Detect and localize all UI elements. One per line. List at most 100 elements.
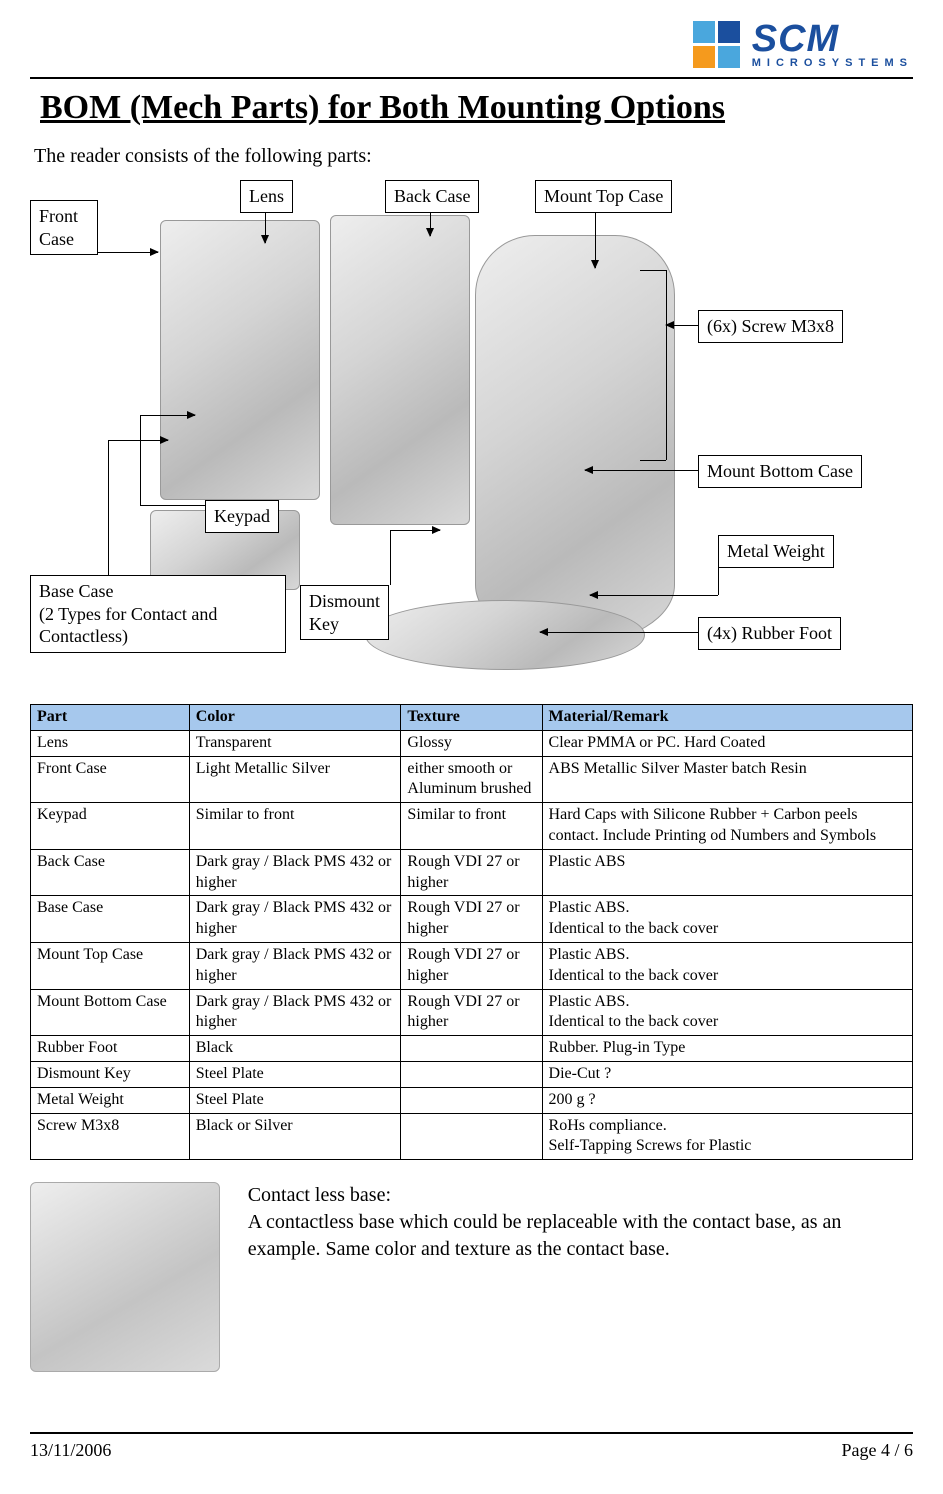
table-cell: Hard Caps with Silicone Rubber + Carbon … [542, 803, 912, 850]
table-cell: Back Case [31, 849, 190, 896]
label-back-case: Back Case [385, 180, 479, 213]
table-cell: Lens [31, 730, 190, 756]
table-cell: Rubber. Plug-in Type [542, 1036, 912, 1062]
contactless-section: Contact less base: A contactless base wh… [30, 1182, 913, 1372]
table-cell: Steel Plate [189, 1087, 401, 1113]
label-base-case: Base Case (2 Types for Contact and Conta… [30, 575, 286, 653]
page-title: BOM (Mech Parts) for Both Mounting Optio… [40, 89, 913, 127]
table-cell: Rubber Foot [31, 1036, 190, 1062]
arrow-icon [265, 208, 266, 243]
label-rubber-foot: (4x) Rubber Foot [698, 617, 841, 650]
table-cell: Light Metallic Silver [189, 756, 401, 803]
table-cell: Black or Silver [189, 1113, 401, 1160]
table-row: Mount Top CaseDark gray / Black PMS 432 … [31, 942, 913, 989]
arrow-icon [585, 470, 698, 471]
logo-text: SCM MICROSYSTEMS [752, 20, 913, 69]
table-cell: Black [189, 1036, 401, 1062]
intro-text: The reader consists of the following par… [34, 145, 913, 168]
table-cell: Clear PMMA or PC. Hard Coated [542, 730, 912, 756]
contactless-text: Contact less base: A contactless base wh… [248, 1182, 913, 1263]
table-cell: ABS Metallic Silver Master batch Resin [542, 756, 912, 803]
footer-page: Page 4 / 6 [842, 1440, 914, 1461]
diagram-part-mount-assembly [475, 235, 675, 645]
label-lens: Lens [240, 180, 293, 213]
table-cell: Transparent [189, 730, 401, 756]
page-header: SCM MICROSYSTEMS [30, 20, 913, 79]
arrow-icon [595, 208, 596, 268]
table-cell: Similar to front [401, 803, 542, 850]
contactless-body: A contactless base which could be replac… [248, 1209, 913, 1263]
arrow-icon [390, 530, 440, 531]
arrow-icon [590, 595, 718, 596]
exploded-view-diagram: Front Case Lens Back Case Mount Top Case… [30, 180, 913, 690]
table-cell: Dark gray / Black PMS 432 or higher [189, 989, 401, 1036]
table-row: Metal WeightSteel Plate200 g ? [31, 1087, 913, 1113]
diagram-part-disc [365, 600, 645, 670]
arrow-icon [540, 632, 698, 633]
table-cell: Rough VDI 27 or higher [401, 896, 542, 943]
contactless-heading: Contact less base: [248, 1182, 913, 1209]
table-row: Base CaseDark gray / Black PMS 432 or hi… [31, 896, 913, 943]
bom-column-header: Part [31, 705, 190, 731]
footer-date: 13/11/2006 [30, 1440, 111, 1461]
table-cell [401, 1036, 542, 1062]
logo: SCM MICROSYSTEMS [693, 20, 913, 69]
label-screws: (6x) Screw M3x8 [698, 310, 843, 343]
arrow-line [108, 440, 109, 575]
table-cell: Steel Plate [189, 1061, 401, 1087]
table-cell: Die-Cut ? [542, 1061, 912, 1087]
bom-table: PartColorTextureMaterial/Remark LensTran… [30, 704, 913, 1160]
bom-column-header: Texture [401, 705, 542, 731]
diagram-part-back-case [330, 215, 470, 525]
table-row: Screw M3x8Black or SilverRoHs compliance… [31, 1113, 913, 1160]
table-cell: Glossy [401, 730, 542, 756]
table-row: KeypadSimilar to frontSimilar to frontHa… [31, 803, 913, 850]
label-metal-weight: Metal Weight [718, 535, 834, 568]
bom-column-header: Color [189, 705, 401, 731]
table-cell: Dark gray / Black PMS 432 or higher [189, 942, 401, 989]
arrow-line [140, 505, 205, 506]
arrow-icon [140, 415, 195, 416]
table-cell: either smooth or Aluminum brushed [401, 756, 542, 803]
table-cell: Metal Weight [31, 1087, 190, 1113]
arrow-icon [108, 440, 168, 441]
label-mount-top-case: Mount Top Case [535, 180, 672, 213]
contactless-base-image [30, 1182, 220, 1372]
table-row: Back CaseDark gray / Black PMS 432 or hi… [31, 849, 913, 896]
table-cell: Screw M3x8 [31, 1113, 190, 1160]
table-row: LensTransparentGlossyClear PMMA or PC. H… [31, 730, 913, 756]
table-cell: Keypad [31, 803, 190, 850]
arrow-line [390, 530, 391, 585]
table-cell [401, 1113, 542, 1160]
logo-square-icon [718, 46, 740, 68]
logo-square-icon [718, 21, 740, 43]
table-cell: Rough VDI 27 or higher [401, 989, 542, 1036]
logo-subname: MICROSYSTEMS [752, 58, 913, 69]
table-cell: Plastic ABS. Identical to the back cover [542, 942, 912, 989]
table-row: Rubber FootBlack Rubber. Plug-in Type [31, 1036, 913, 1062]
table-cell: Front Case [31, 756, 190, 803]
table-cell: Rough VDI 27 or higher [401, 849, 542, 896]
arrow-line [140, 415, 141, 505]
logo-squares-icon [693, 21, 740, 68]
table-cell: Mount Top Case [31, 942, 190, 989]
table-cell: Dark gray / Black PMS 432 or higher [189, 896, 401, 943]
arrow-icon [98, 252, 158, 253]
table-cell: Plastic ABS. Identical to the back cover [542, 896, 912, 943]
bom-table-head: PartColorTextureMaterial/Remark [31, 705, 913, 731]
label-keypad: Keypad [205, 500, 279, 533]
label-mount-bottom-case: Mount Bottom Case [698, 455, 862, 488]
table-cell: Dark gray / Black PMS 432 or higher [189, 849, 401, 896]
bom-table-body: LensTransparentGlossyClear PMMA or PC. H… [31, 730, 913, 1159]
logo-square-icon [693, 21, 715, 43]
label-dismount-key: Dismount Key [300, 585, 389, 640]
table-row: Mount Bottom CaseDark gray / Black PMS 4… [31, 989, 913, 1036]
bom-column-header: Material/Remark [542, 705, 912, 731]
table-cell: Dismount Key [31, 1061, 190, 1087]
table-cell: Base Case [31, 896, 190, 943]
table-cell [401, 1061, 542, 1087]
arrow-line [666, 270, 667, 460]
diagram-part-front-keypad [160, 220, 320, 500]
bom-header-row: PartColorTextureMaterial/Remark [31, 705, 913, 731]
logo-square-icon [693, 46, 715, 68]
